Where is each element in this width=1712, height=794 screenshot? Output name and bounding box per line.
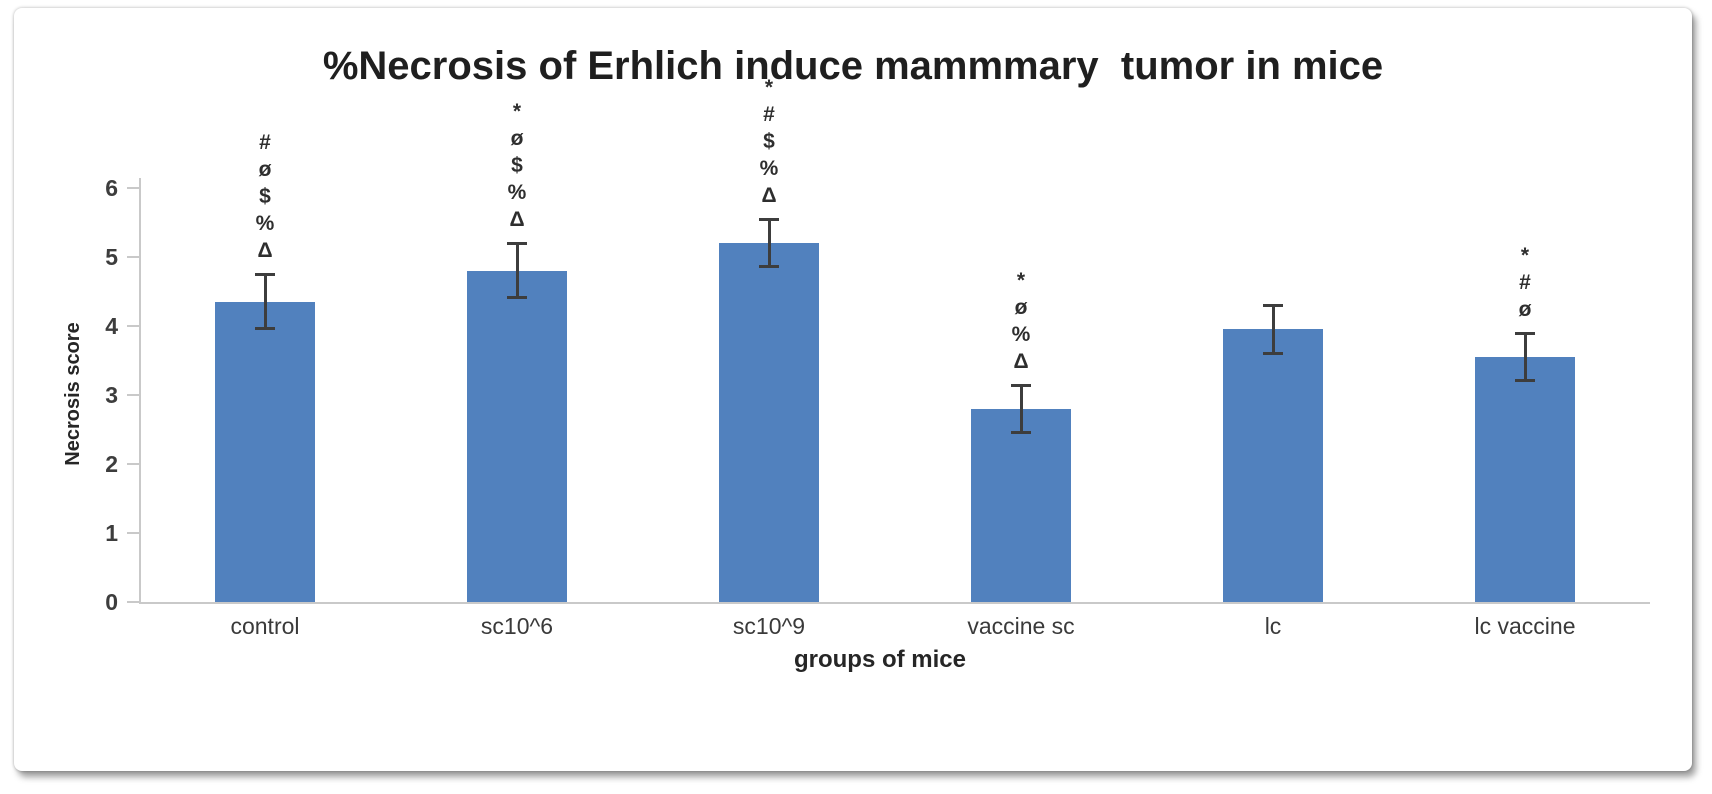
x-tick-label: lc <box>1264 613 1282 639</box>
bar <box>1223 329 1323 602</box>
x-axis-title: groups of mice <box>793 646 967 673</box>
error-bar-bottom-cap <box>255 327 275 331</box>
y-tick-mark <box>127 325 139 327</box>
y-axis-line <box>139 178 141 602</box>
significance-symbol: ø <box>1014 295 1028 319</box>
x-tick-label: sc10^9 <box>732 613 806 639</box>
significance-symbol: Δ <box>509 208 525 232</box>
error-bar-bottom-cap <box>1011 430 1031 434</box>
bar <box>719 243 819 602</box>
y-tick-label: 3 <box>105 382 118 408</box>
x-tick-label: control <box>230 613 300 639</box>
error-bar-bottom-cap <box>759 265 779 269</box>
significance-symbol: # <box>763 103 775 127</box>
error-bar <box>1524 332 1527 382</box>
significance-symbol: % <box>759 157 779 181</box>
significance-symbol: Δ <box>1013 349 1029 373</box>
bar <box>467 270 567 602</box>
significance-symbol: * <box>764 76 774 100</box>
significance-symbols: * # $% Δ <box>724 74 814 209</box>
significance-symbols: * ø% Δ <box>976 267 1066 375</box>
significance-symbols: # ø $% Δ <box>220 129 310 264</box>
x-tick-label: sc10^6 <box>480 613 554 639</box>
y-tick-mark <box>127 532 139 534</box>
significance-symbol: % <box>507 181 527 205</box>
significance-symbol: ø <box>510 127 524 151</box>
significance-symbol: % <box>1011 322 1031 346</box>
error-bar-bottom-cap <box>1263 351 1283 355</box>
error-bar-top-cap <box>507 242 527 246</box>
error-bar <box>264 274 267 330</box>
error-bar-top-cap <box>759 218 779 222</box>
y-tick-label: 6 <box>105 175 118 201</box>
x-tick-label: lc vaccine <box>1474 613 1576 639</box>
error-bar-top-cap <box>1011 383 1031 387</box>
significance-symbol: # <box>259 131 271 155</box>
significance-symbol: # <box>1519 270 1531 294</box>
significance-symbol: * <box>1520 243 1530 267</box>
significance-symbol: * <box>512 100 522 124</box>
y-tick-label: 4 <box>105 313 118 339</box>
significance-symbol: ø <box>1518 297 1532 321</box>
significance-symbols: * # ø <box>1480 242 1570 323</box>
y-tick-mark <box>127 256 139 258</box>
chart-frame: %Necrosis of Erhlich induce mammmary tum… <box>14 8 1692 771</box>
y-tick-mark <box>127 463 139 465</box>
significance-symbol: % <box>255 212 275 236</box>
error-bar-top-cap <box>255 273 275 277</box>
significance-symbols: * ø $% Δ <box>472 98 562 233</box>
y-tick-label: 5 <box>105 244 118 270</box>
y-tick-mark <box>127 187 139 189</box>
error-bar-top-cap <box>1515 331 1535 335</box>
error-bar <box>1272 305 1275 354</box>
y-tick-label: 2 <box>105 451 118 477</box>
y-tick-label: 1 <box>105 520 118 546</box>
significance-symbol: $ <box>259 185 271 209</box>
significance-symbol: * <box>1016 268 1026 292</box>
significance-symbol: Δ <box>761 184 777 208</box>
y-tick-mark <box>127 394 139 396</box>
significance-symbol: $ <box>511 154 523 178</box>
y-tick-mark <box>127 601 139 603</box>
error-bar <box>768 219 771 268</box>
significance-symbol: ø <box>258 158 272 182</box>
bar <box>215 301 315 602</box>
error-bar-bottom-cap <box>507 296 527 300</box>
significance-symbol: $ <box>763 130 775 154</box>
error-bar-top-cap <box>1263 304 1283 308</box>
significance-symbol: Δ <box>257 239 273 263</box>
error-bar <box>516 243 519 299</box>
x-axis-line <box>139 602 1650 604</box>
x-tick-label: vaccine sc <box>967 613 1075 639</box>
chart-title: %Necrosis of Erhlich induce mammmary tum… <box>322 44 1384 88</box>
y-tick-label: 0 <box>105 589 118 615</box>
bar <box>1475 357 1575 602</box>
error-bar <box>1020 384 1023 433</box>
bar <box>971 408 1071 602</box>
error-bar-bottom-cap <box>1515 379 1535 383</box>
